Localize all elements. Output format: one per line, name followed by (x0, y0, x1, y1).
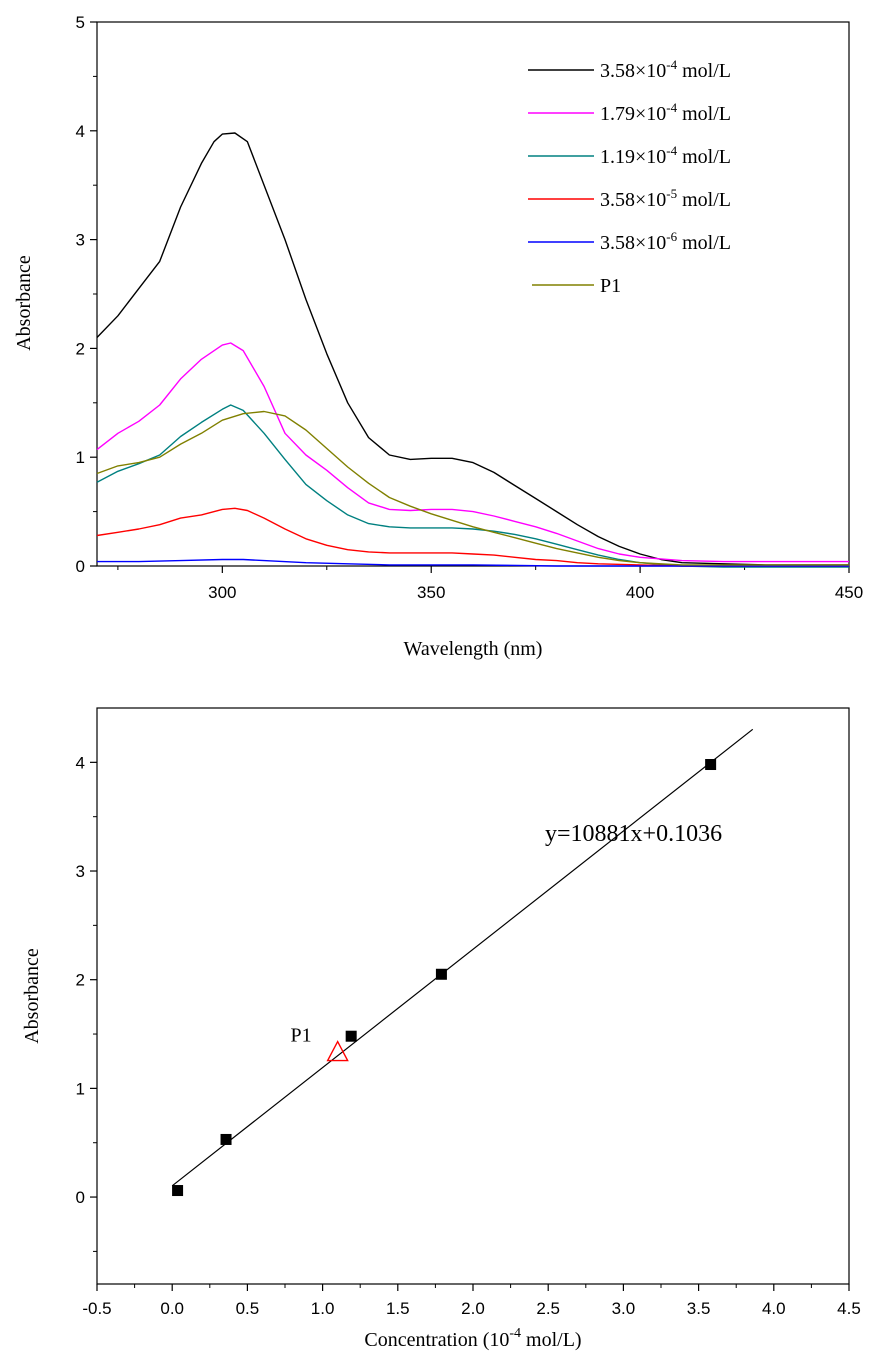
legend-label-main: P1 (600, 275, 621, 297)
legend-label: 1.79×10-4 mol/L (600, 100, 731, 125)
calibration-x-tick-label: 4.5 (837, 1299, 861, 1318)
calibration-point (172, 1185, 184, 1197)
spectra-y-tick-label: 5 (76, 13, 85, 32)
p1-triangle-marker (326, 1040, 349, 1062)
legend-label-main: 1.19×10 (600, 146, 666, 168)
calibration-plot-frame (96, 707, 850, 1285)
spectra-x-tick-label: 300 (208, 583, 236, 602)
calibration-x-tick-label: 2.0 (461, 1299, 485, 1318)
spectra-plot-frame (96, 21, 850, 567)
fit-line (171, 728, 754, 1187)
spectra-x-tick-label: 400 (626, 583, 654, 602)
p1-label: P1 (291, 1025, 312, 1047)
calibration-y-tick-label: 4 (76, 753, 85, 772)
spectra-y-axis-title: Absorbance (13, 255, 35, 351)
calibration-x-tick-label: 0.0 (160, 1299, 184, 1318)
calibration-points (172, 759, 717, 1197)
calibration-p1-marker: P1 (291, 1025, 349, 1062)
legend-label-exponent: -4 (666, 100, 677, 115)
spectrum-line (96, 410, 849, 566)
legend-label-main: 1.79×10 (600, 103, 666, 125)
legend-label: 1.19×10-4 mol/L (600, 143, 731, 168)
legend-label: 3.58×10-6 mol/L (600, 229, 731, 254)
calibration-chart: -0.5 0.0 0.5 1.0 1.5 2.0 2.5 3.0 3.5 4.0 4.501234 … (21, 707, 861, 1351)
calibration-y-tick-label: 3 (76, 862, 85, 881)
legend-label-exponent: -5 (666, 186, 677, 201)
calibration-x-axis-title-unit: mol/L) (521, 1329, 582, 1351)
legend-label-exponent: -4 (666, 57, 677, 72)
calibration-x-axis-title-exponent: -4 (509, 1326, 521, 1341)
legend-label-exponent: -4 (666, 143, 677, 158)
spectrum-line (97, 558, 849, 567)
legend-label-unit: mol/L (677, 189, 731, 211)
spectra-axis-ticks: 300 350 400 450 0 1 2 3 4 5 (76, 13, 864, 602)
calibration-x-tick-label: 3.5 (687, 1299, 711, 1318)
spectra-x-tick-label: 350 (417, 583, 445, 602)
fit-equation-label: y=10881x+0.1036 (545, 821, 722, 847)
legend-label-unit: mol/L (677, 232, 731, 254)
legend-label-unit: mol/L (677, 103, 731, 125)
calibration-point (705, 759, 717, 771)
calibration-x-tick-label: 3.0 (612, 1299, 636, 1318)
legend-label: 3.58×10-4 mol/L (600, 57, 731, 82)
calibration-fit-line (171, 728, 754, 1187)
calibration-x-tick-label: 2.5 (536, 1299, 560, 1318)
calibration-y-axis-title: Absorbance (21, 948, 43, 1044)
calibration-x-axis-title: Concentration (10-4 mol/L) (364, 1326, 581, 1351)
spectra-y-tick-label: 4 (76, 122, 85, 141)
calibration-x-axis-title-main: Concentration (10 (364, 1329, 509, 1351)
spectrum-line (96, 404, 849, 568)
legend-label-main: 3.58×10 (600, 232, 666, 254)
calibration-point (220, 1133, 232, 1145)
legend-label: 3.58×10-5 mol/L (600, 186, 731, 211)
calibration-point (435, 968, 447, 980)
calibration-x-tick-label: 1.0 (311, 1299, 335, 1318)
calibration-x-tick-label: 1.5 (386, 1299, 410, 1318)
spectrum-line (96, 132, 849, 566)
calibration-y-tick-label: 0 (76, 1188, 85, 1207)
calibration-y-tick-label: 1 (76, 1079, 85, 1098)
calibration-x-tick-label: 4.0 (762, 1299, 786, 1318)
legend-label-exponent: -6 (666, 229, 677, 244)
spectra-y-tick-label: 3 (76, 231, 85, 250)
spectra-series-lines (96, 132, 849, 568)
calibration-x-tick-label: -0.5 (82, 1299, 111, 1318)
spectra-y-tick-label: 1 (76, 448, 85, 467)
legend-label-main: 3.58×10 (600, 189, 666, 211)
spectra-legend: 3.58×10-4 mol/L1.79×10-4 mol/L1.19×10-4 … (528, 57, 731, 297)
legend-label: P1 (600, 275, 621, 297)
spectra-y-tick-label: 0 (76, 557, 85, 576)
calibration-axis-ticks: -0.5 0.0 0.5 1.0 1.5 2.0 2.5 3.0 3.5 4.0 4.5 0 1 2 3 4 (76, 753, 861, 1318)
calibration-point (345, 1030, 357, 1042)
calibration-y-tick-label: 2 (76, 971, 85, 990)
spectra-y-tick-label: 2 (76, 339, 85, 358)
calibration-x-tick-label: 0.5 (236, 1299, 260, 1318)
spectra-x-axis-title: Wavelength (nm) (404, 638, 543, 660)
spectrum-line (96, 507, 849, 567)
spectrum-line (96, 342, 849, 563)
legend-label-main: 3.58×10 (600, 60, 666, 82)
spectra-x-tick-label: 450 (835, 583, 863, 602)
legend-label-unit: mol/L (677, 146, 731, 168)
legend-label-unit: mol/L (677, 60, 731, 82)
